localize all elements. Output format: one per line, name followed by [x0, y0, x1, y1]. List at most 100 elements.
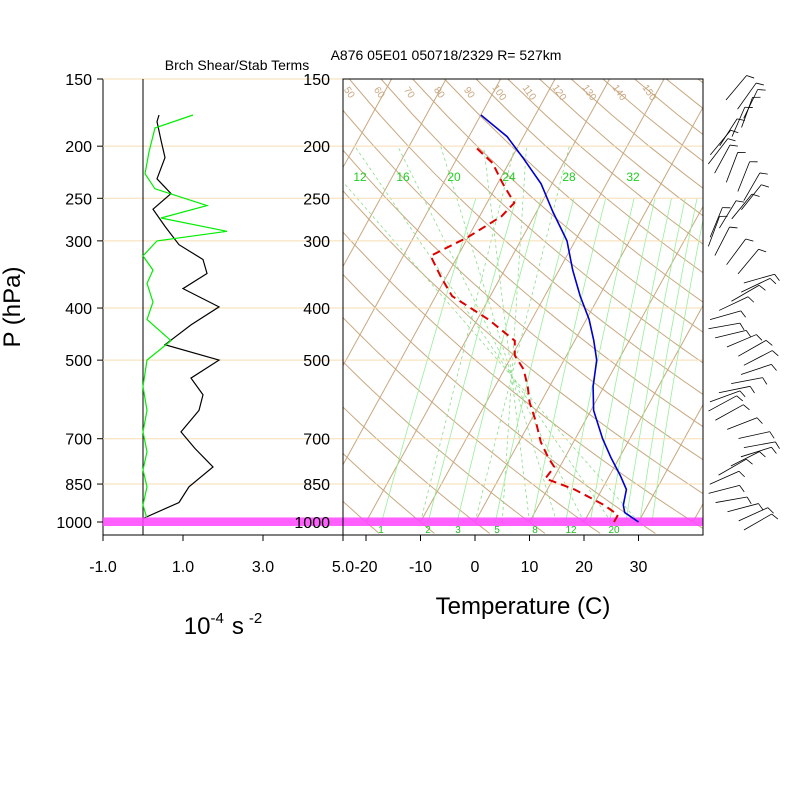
y-tick-label: 400 [303, 301, 330, 318]
shear-panel-series [142, 114, 228, 520]
dry-adiabat [507, 79, 703, 245]
wind-barb-flag [749, 386, 755, 394]
shear-panel-x-axis-label: 10-4 s -2 [184, 610, 262, 640]
isotherm [692, 502, 703, 523]
wind-barb-staff [726, 238, 747, 265]
moist-adiabat [474, 146, 570, 523]
y-tick-label: 300 [303, 234, 330, 251]
mixing-ratio-line [651, 218, 703, 523]
wind-barb-flag [739, 390, 746, 398]
isotherm [365, 79, 611, 523]
y-tick-label: 1000 [294, 515, 330, 532]
x-label-base: 10 [184, 613, 211, 640]
adiabat-label: 60 [371, 85, 387, 101]
x-tick-label: 20 [575, 559, 593, 576]
wind-barb-staff [737, 82, 757, 110]
dry-adiabat [475, 79, 703, 274]
wind-barb-flag [736, 118, 745, 121]
x-tick-label: 30 [630, 559, 648, 576]
wind-barb-staff [708, 322, 741, 330]
dry-adiabat [602, 79, 703, 162]
wind-barb-flag [769, 278, 777, 285]
shear-panel-y-ticks: 150 200 250 300 400 500 700 850 1000 [56, 72, 103, 532]
x-tick-label: -10 [409, 559, 432, 576]
wind-barb-staff [708, 395, 737, 412]
mixing-ratio-label: 16 [396, 170, 410, 184]
wind-barb-flag [745, 238, 754, 242]
wind-barb-staff [714, 144, 731, 174]
y-tick-label: 250 [303, 191, 330, 208]
skew-t-x-axis-label: Temperature (C) [436, 593, 611, 620]
y-tick-label: 250 [65, 191, 92, 208]
wind-barb-staff [715, 496, 748, 503]
y-tick-label: 700 [65, 432, 92, 449]
skew-t-profiles [429, 114, 639, 523]
wind-barb-staff [741, 278, 771, 293]
wind-barb-flag [756, 82, 764, 86]
wind-barb-flag [774, 273, 780, 281]
wind-barb-staff [741, 97, 753, 128]
adiabat-label: 70 [401, 85, 417, 101]
wind-barb-staff [708, 485, 740, 494]
wind-barb-flag [762, 377, 768, 385]
wind-barb-flag [729, 144, 738, 147]
y-tick-label: 700 [303, 432, 330, 449]
wind-barb-flag [727, 138, 736, 142]
dry-adiabat [444, 79, 703, 303]
wind-barb-staff [731, 377, 763, 385]
wind-barb-flag [769, 431, 775, 439]
wind-barb-flag [746, 458, 753, 465]
wind-barb-staff [714, 226, 730, 256]
dewpoint-profile [429, 145, 620, 523]
mixing-ratio-line [589, 198, 656, 523]
skew-t-title: A876 05E01 050718/2329 R= 527km [331, 47, 562, 63]
dry-adiabat [343, 190, 703, 495]
wind-barb-staff [743, 273, 775, 284]
wind-barb-staff [715, 404, 744, 421]
wind-barb-staff [718, 385, 751, 394]
wind-barb-staff [743, 441, 776, 449]
dry-adiabat [730, 79, 800, 533]
wind-barb-staff [738, 507, 769, 522]
x-label-unit-exponent: -2 [249, 610, 262, 627]
dry-adiabat [343, 149, 703, 461]
wind-barb-flag [758, 248, 767, 253]
skew-t-x-ticks: -20 -10 0 10 20 30 [354, 535, 648, 576]
wind-barb-staff [730, 451, 760, 467]
shear-stab-series-1 [142, 114, 228, 519]
lower-mixing-label: 2 [425, 525, 431, 536]
dry-adiabat [634, 79, 703, 136]
wind-barb-staff [707, 216, 720, 247]
shear-panel-x-ticks: -1.0 1.0 3.0 5.0 [89, 535, 354, 576]
wind-barb-flag [759, 451, 766, 458]
wind-barb-flag [739, 485, 745, 493]
y-tick-label: 200 [303, 139, 330, 156]
moist-adiabat [343, 181, 639, 523]
mixing-ratio-line [494, 198, 575, 523]
wind-barb-flag [757, 89, 766, 91]
y-tick-label: 500 [65, 353, 92, 370]
isotherm [343, 79, 447, 268]
wind-barb-staff [725, 152, 739, 183]
wind-barb-flag [775, 441, 780, 449]
wind-barb-flag [771, 447, 777, 454]
isotherm [748, 79, 800, 522]
adiabat-label: 110 [520, 83, 538, 103]
mixing-ratio-line [625, 198, 686, 523]
wind-barb-staff [737, 249, 759, 275]
wind-barbs [707, 75, 780, 531]
wind-barb-flag [761, 184, 770, 188]
wind-barb-staff [725, 75, 747, 101]
mixing-ratio-label: 20 [447, 170, 461, 184]
wind-barb-flag [765, 340, 773, 346]
surface-layer-highlight [103, 517, 703, 526]
temperature-profile [480, 114, 639, 523]
wind-barb-staff [727, 503, 759, 513]
mixing-ratio-label: 12 [353, 170, 367, 184]
wind-barb-staff [731, 284, 760, 302]
wind-barb-staff [740, 363, 772, 375]
x-label-unit: s [232, 613, 244, 640]
wind-barb-staff [743, 350, 773, 366]
